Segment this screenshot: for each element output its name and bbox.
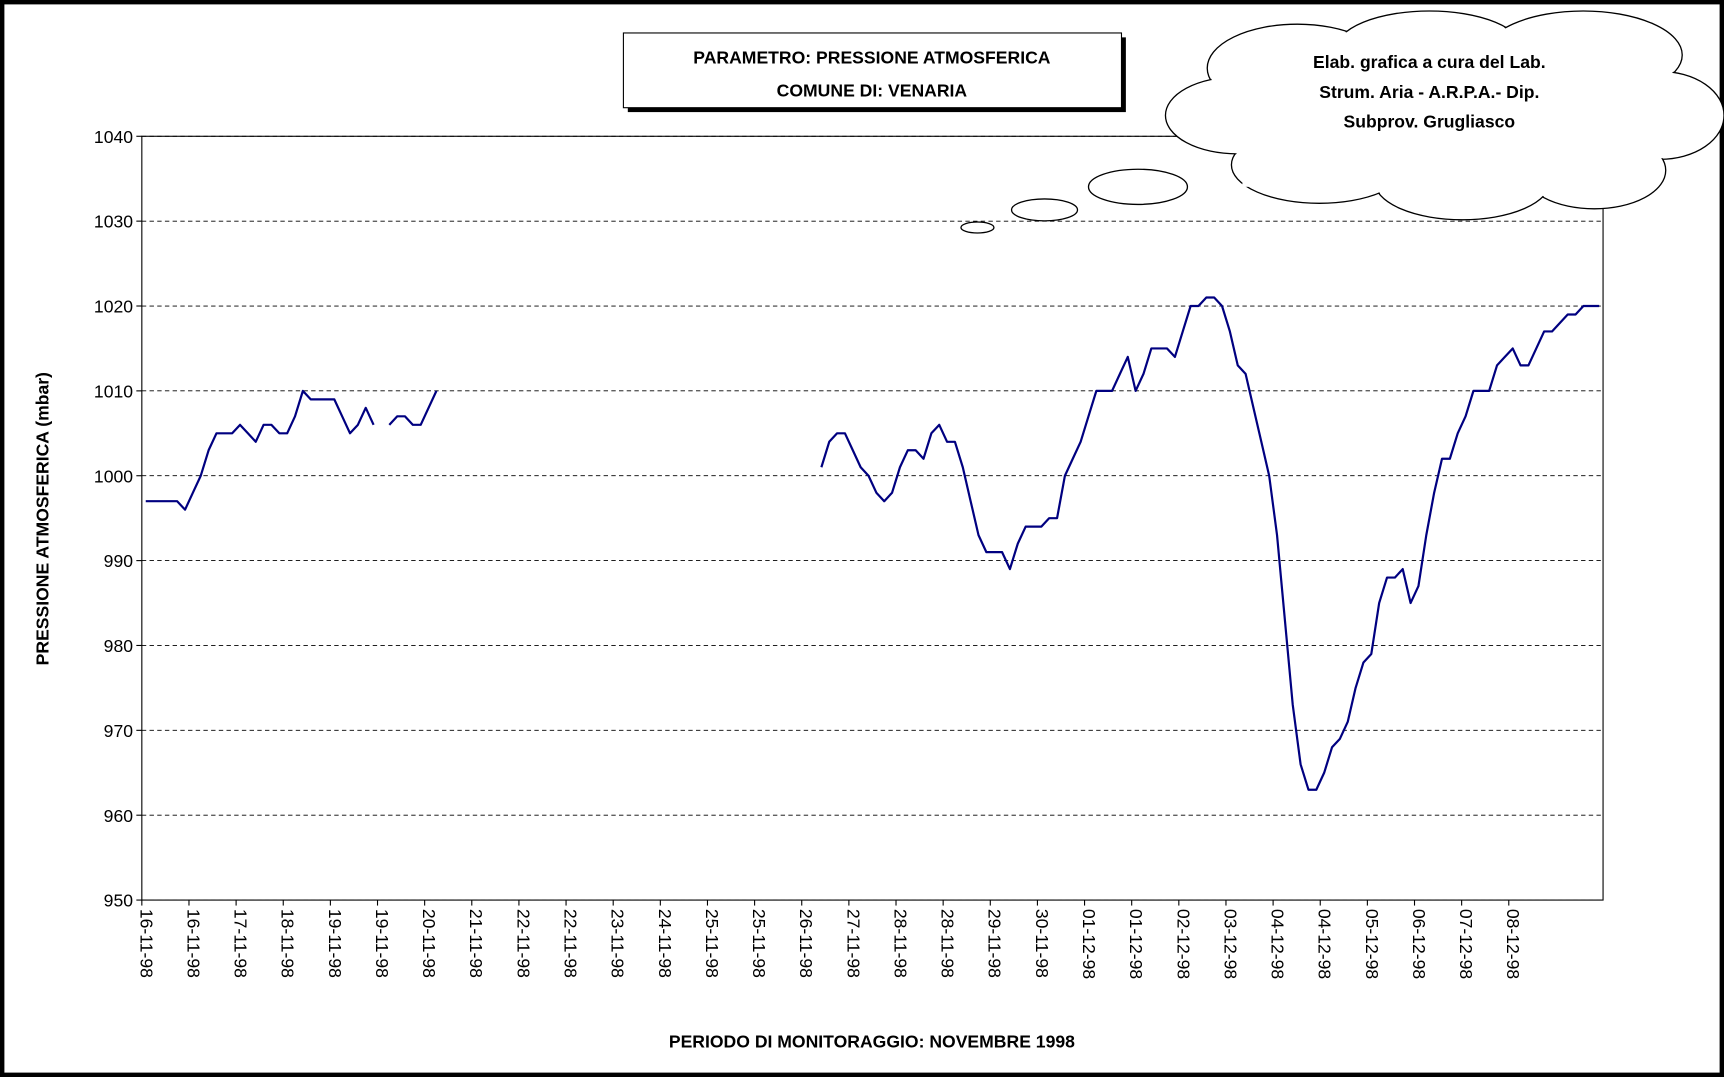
x-tick-label: 25-11-98 — [702, 909, 722, 978]
thought-bubble — [960, 221, 995, 234]
y-tick-label: 960 — [104, 806, 134, 826]
y-tick-label: 980 — [104, 636, 134, 656]
x-tick-label: 02-12-98 — [1173, 909, 1193, 980]
x-tick-label: 06-12-98 — [1409, 909, 1429, 980]
x-tick-label: 22-11-98 — [560, 909, 580, 978]
x-tick-label: 19-11-98 — [372, 909, 392, 978]
x-tick-label: 25-11-98 — [749, 909, 769, 978]
x-tick-label: 18-11-98 — [278, 909, 298, 978]
x-tick-label: 28-11-98 — [890, 909, 910, 978]
x-tick-label: 27-11-98 — [843, 909, 863, 978]
x-tick-label: 04-12-98 — [1268, 909, 1288, 980]
x-tick-label: 08-12-98 — [1503, 909, 1523, 980]
y-tick-label: 1000 — [94, 466, 133, 486]
plot-area: 950 960 970 980 990 1000 1010 1020 1030 1040 16-11… — [94, 127, 1604, 980]
x-tick-label: 19-11-98 — [325, 909, 345, 978]
x-axis-label: PERIODO DI MONITORAGGIO: NOVEMBRE 1998 — [669, 1031, 1075, 1051]
y-axis-label: PRESSIONE ATMOSFERICA (mbar) — [32, 372, 52, 665]
y-tick-label: 1010 — [94, 381, 133, 401]
x-tick-label: 28-11-98 — [938, 909, 958, 978]
x-tick-label: 29-11-98 — [985, 909, 1005, 978]
chart-title: PARAMETRO: PRESSIONE ATMOSFERICA — [693, 48, 1050, 68]
x-tick-label: 30-11-98 — [1032, 909, 1052, 978]
cloud-fill — [1166, 12, 1723, 219]
x-tick-label: 17-11-98 — [231, 909, 251, 978]
x-tick-label: 16-11-98 — [136, 909, 156, 978]
x-tick-label: 22-11-98 — [513, 909, 533, 978]
x-tick-label: 24-11-98 — [655, 909, 675, 978]
x-tick-label: 01-12-98 — [1126, 909, 1146, 980]
annotation: Elab. grafica a cura del Lab. — [1313, 52, 1546, 72]
x-tick-label: 20-11-98 — [419, 909, 439, 978]
x-tick-label: 04-12-98 — [1315, 909, 1335, 980]
x-tick-label: 01-12-98 — [1079, 909, 1099, 980]
data-line — [145, 296, 1600, 791]
y-tick-label: 950 — [104, 891, 134, 911]
cloud — [960, 10, 1724, 234]
x-tick-label: 16-11-98 — [183, 909, 203, 978]
y-tick-label: 1020 — [94, 297, 133, 317]
annotation: Subprov. Grugliasco — [1344, 111, 1516, 131]
thought-bubble — [1087, 168, 1189, 206]
y-tick-label: 1040 — [94, 127, 133, 147]
y-tick-label: 970 — [104, 721, 134, 741]
x-tick-label: 07-12-98 — [1456, 909, 1476, 980]
y-tick-label: 990 — [104, 551, 134, 571]
x-tick-label: 05-12-98 — [1362, 909, 1382, 980]
thought-bubble — [1010, 198, 1079, 222]
plot-frame — [141, 135, 1604, 901]
annotation: Strum. Aria - A.R.P.A.- Dip. — [1319, 82, 1539, 102]
y-tick-label: 1030 — [94, 212, 133, 232]
x-tick-label: 21-11-98 — [466, 909, 486, 978]
x-tick-label: 26-11-98 — [796, 909, 816, 978]
x-tick-label: 03-12-98 — [1220, 909, 1240, 980]
chart-title: COMUNE DI: VENARIA — [777, 81, 968, 101]
x-tick-label: 23-11-98 — [608, 909, 628, 978]
title-box — [622, 32, 1123, 109]
